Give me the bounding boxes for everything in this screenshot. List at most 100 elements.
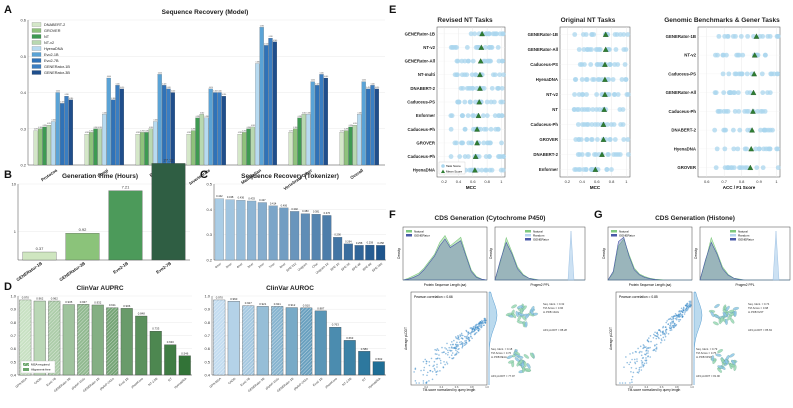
- task-score-point: [572, 77, 578, 82]
- task-score-point: [718, 108, 723, 114]
- scatter-point: [633, 358, 636, 361]
- scatter-point: [459, 343, 462, 346]
- task-score-point: [452, 140, 458, 146]
- bar-value-label: 0.912: [288, 303, 295, 307]
- scatter-point: [457, 348, 459, 351]
- scatter-point: [630, 378, 633, 381]
- scatter-point: [629, 382, 631, 384]
- mean-score-marker: [472, 153, 479, 159]
- x-tick-label: 0.4: [456, 179, 462, 184]
- y-tick-label: 0.6: [204, 346, 210, 351]
- y-tick-label: Caduceus-Ph: [408, 154, 436, 159]
- bar-value-label: 0.383: [302, 209, 309, 213]
- scatter-point: [463, 335, 466, 338]
- scatter-point: [434, 353, 437, 355]
- x-tick-label: NT: [167, 377, 173, 383]
- bar: [204, 117, 209, 166]
- x-tick-label: 0.6: [455, 385, 459, 389]
- x-tick-label: 0.8: [484, 179, 490, 184]
- task-score-point: [465, 113, 471, 119]
- scatter-point: [428, 360, 431, 363]
- scatter-point: [445, 361, 448, 363]
- mean-score-marker: [602, 46, 609, 52]
- plot-frame: [697, 26, 781, 178]
- y-tick-label: Enformer: [539, 167, 558, 172]
- legend-label: Natural: [619, 229, 629, 233]
- chart-f-title: CDS Generation (Cytochrome P450): [435, 215, 546, 222]
- bar-value-label: 0.300: [98, 127, 102, 129]
- task-score-point: [492, 113, 498, 119]
- task-score-point: [605, 152, 611, 157]
- y-tick-label: NT-v2: [423, 45, 435, 50]
- scatter-point: [665, 332, 668, 334]
- bar-value-label: 0.320: [52, 120, 56, 122]
- protein-structure-segment: [732, 307, 740, 311]
- scatter-point: [458, 338, 460, 341]
- x-axis-title: Progen2 PPL: [531, 283, 550, 287]
- bar-value-label: 0.450: [158, 72, 162, 74]
- scatter-point: [428, 380, 430, 382]
- task-score-point: [580, 92, 586, 97]
- scatter-point: [443, 360, 445, 363]
- scatter-point: [457, 351, 460, 354]
- task-score-point: [732, 108, 738, 114]
- bar: [135, 315, 148, 376]
- task-score-point: [607, 137, 613, 142]
- task-score-point: [737, 127, 743, 133]
- bar: [59, 103, 65, 166]
- task-score-point: [454, 58, 460, 64]
- density-curve: [402, 235, 488, 281]
- bar-value-label: 0.376: [324, 211, 331, 215]
- task-score-point: [626, 152, 631, 157]
- bar-value-label: 27.12: [163, 157, 174, 162]
- task-score-point: [580, 32, 586, 37]
- bar-value-label: 0.414: [270, 201, 277, 205]
- bar: [108, 190, 143, 261]
- bar: [242, 132, 247, 166]
- y-tick-label: NT-multi: [418, 72, 435, 77]
- task-score-point: [584, 92, 589, 97]
- x-tick-label: 6mer: [214, 262, 222, 269]
- legend-swatch: [31, 40, 42, 45]
- scatter-point: [662, 325, 665, 328]
- x-tick-label: NT: [361, 377, 367, 383]
- bar-hatch: [48, 301, 61, 375]
- task-score-point: [733, 33, 738, 39]
- bar-value-label: 0.546: [181, 351, 188, 355]
- task-score-point: [612, 137, 618, 142]
- scatter-point: [674, 317, 677, 320]
- bar: [217, 92, 222, 166]
- task-score-point: [755, 108, 761, 114]
- protein-structure-segment: [520, 307, 524, 315]
- scatter-point: [469, 333, 472, 335]
- mean-score-marker: [602, 91, 608, 97]
- scatter-point: [469, 327, 472, 329]
- bar: [315, 85, 320, 166]
- bar-value-label: 0.440: [324, 76, 328, 78]
- scatter-point: [676, 315, 679, 318]
- scatter-point: [453, 339, 455, 342]
- scatter-point: [667, 333, 670, 335]
- chart-c: 0.2 0.3 0.4 0.5 0.442 6mer 0.438 5mer 0.436 4mer 0…: [206, 182, 386, 275]
- x-tick-label: 0.8: [609, 179, 615, 184]
- legend-label: Task Score: [446, 164, 461, 168]
- scatter-point: [677, 314, 680, 316]
- scatter-point: [682, 306, 685, 309]
- task-score-point: [576, 107, 582, 112]
- scatter-point: [469, 335, 472, 337]
- protein-structure-segment: [511, 304, 517, 309]
- bar-value-label: 0.285: [85, 132, 89, 134]
- y-tick-label: GROVER: [539, 137, 559, 142]
- legend-label: MSA-required: [31, 363, 50, 367]
- task-score-point: [625, 137, 631, 142]
- bar: [120, 308, 133, 376]
- task-score-point: [745, 33, 751, 39]
- x-tick-label: 1.0: [690, 385, 694, 389]
- task-score-point: [499, 140, 504, 146]
- task-score-point: [614, 32, 620, 37]
- task-score-point: [499, 58, 505, 64]
- legend-box: [20, 360, 56, 374]
- legend-swatch: [441, 164, 445, 168]
- y-tick-label: 10: [12, 182, 17, 187]
- task-score-point: [452, 72, 458, 78]
